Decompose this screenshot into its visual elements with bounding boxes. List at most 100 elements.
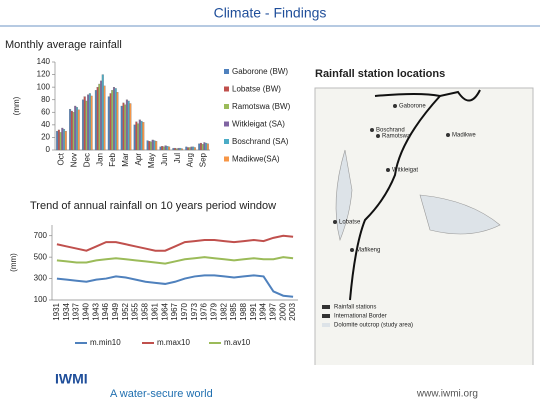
bar: [122, 102, 125, 151]
bar: [161, 146, 164, 151]
legend-swatch: [224, 104, 229, 109]
bar: [201, 144, 204, 151]
x-tick-label: 1931: [52, 302, 61, 320]
legend-label: Ramotswa (BW): [232, 102, 291, 111]
bar: [142, 122, 145, 151]
x-tick-label: 1934: [62, 302, 71, 320]
legend-swatch: [224, 156, 229, 162]
bar: [120, 105, 123, 151]
bar: [140, 120, 143, 151]
bar: [172, 147, 175, 151]
bar: [179, 147, 182, 151]
bar: [162, 146, 165, 151]
x-tick-label: 1952: [121, 302, 130, 320]
bar: [188, 147, 191, 151]
x-tick-label: 1955: [131, 302, 140, 320]
station-label: Madikwe: [452, 133, 476, 139]
y-tick-label: 100: [37, 82, 51, 91]
line: [56, 274, 294, 298]
x-tick-label: Jun: [160, 153, 169, 166]
bar: [166, 146, 169, 151]
bar: [96, 86, 99, 151]
legend-label: m.min10: [90, 338, 121, 347]
bar: [77, 109, 80, 151]
bar: [151, 139, 154, 151]
x-tick-label: May: [147, 153, 156, 168]
station-label: Lobatse: [339, 220, 361, 226]
bar: [155, 141, 158, 151]
x-tick-label: 1982: [219, 302, 228, 320]
legend-swatch: [224, 86, 229, 92]
map-legend-key: [322, 323, 330, 327]
y-tick-label: 300: [34, 274, 48, 283]
x-tick-label: 1979: [209, 302, 218, 320]
bar: [116, 92, 119, 151]
map-title: Rainfall station locations: [315, 68, 445, 80]
x-tick-label: 1964: [160, 302, 169, 320]
line: [56, 234, 294, 252]
bar: [98, 83, 101, 151]
bar: [72, 112, 75, 151]
legend-swatch: [224, 121, 229, 127]
x-tick-label: 1988: [239, 302, 248, 320]
x-tick-label: 2000: [278, 302, 287, 320]
bar: [153, 140, 156, 151]
x-tick-label: 1991: [249, 302, 258, 320]
station-label: Witkleigat: [392, 168, 418, 174]
bar: [192, 146, 195, 151]
bar: [146, 140, 149, 151]
station-label: Gaborone: [399, 104, 426, 110]
station: [333, 220, 337, 224]
chart-title: Trend of annual rainfall on 10 years per…: [30, 200, 276, 212]
x-tick-label: Oct: [57, 152, 66, 165]
station: [386, 168, 390, 172]
y-tick-label: 500: [34, 252, 48, 261]
y-tick-label: 40: [41, 120, 50, 129]
bar: [168, 146, 171, 151]
bar: [150, 141, 153, 151]
bar: [111, 90, 114, 151]
map-legend-key: [322, 314, 330, 318]
x-tick-label: 1958: [141, 302, 150, 320]
bar: [190, 146, 193, 151]
legend-label: Lobatse (BW): [232, 85, 281, 94]
map-legend-key: [322, 305, 330, 309]
bar: [81, 99, 84, 151]
bar: [64, 130, 67, 151]
y-tick-label: 120: [37, 70, 51, 79]
legend-label: Gaborone (BW): [232, 67, 288, 76]
bar: [137, 123, 140, 151]
y-axis-label: (mm): [9, 253, 18, 272]
bar: [112, 86, 115, 151]
logo: IWMI: [55, 371, 88, 387]
y-tick-label: 100: [34, 295, 48, 304]
x-tick-label: 1976: [200, 302, 209, 320]
station: [393, 104, 397, 108]
bar: [174, 147, 177, 151]
bar: [114, 88, 117, 151]
y-tick-label: 60: [41, 107, 50, 116]
x-tick-label: 2003: [288, 302, 297, 320]
bar: [159, 146, 162, 151]
bar: [203, 142, 206, 151]
bar: [94, 90, 97, 151]
bar: [59, 132, 62, 151]
bar: [164, 145, 167, 151]
y-tick-label: 700: [34, 231, 48, 240]
map-legend-label: Rainfall stations: [334, 305, 376, 311]
station: [376, 134, 380, 138]
x-tick-label: Jul: [173, 153, 182, 163]
bar: [101, 74, 104, 151]
x-tick-label: Feb: [108, 152, 117, 166]
bar: [193, 147, 196, 151]
x-tick-label: Dec: [82, 153, 91, 167]
footer: [0, 365, 540, 405]
bar: [88, 93, 91, 151]
bar: [61, 127, 64, 151]
bar: [70, 110, 73, 151]
station: [370, 128, 374, 132]
legend-label: Witkleigat (SA): [232, 120, 285, 129]
bar: [177, 147, 180, 151]
bar: [199, 142, 202, 151]
